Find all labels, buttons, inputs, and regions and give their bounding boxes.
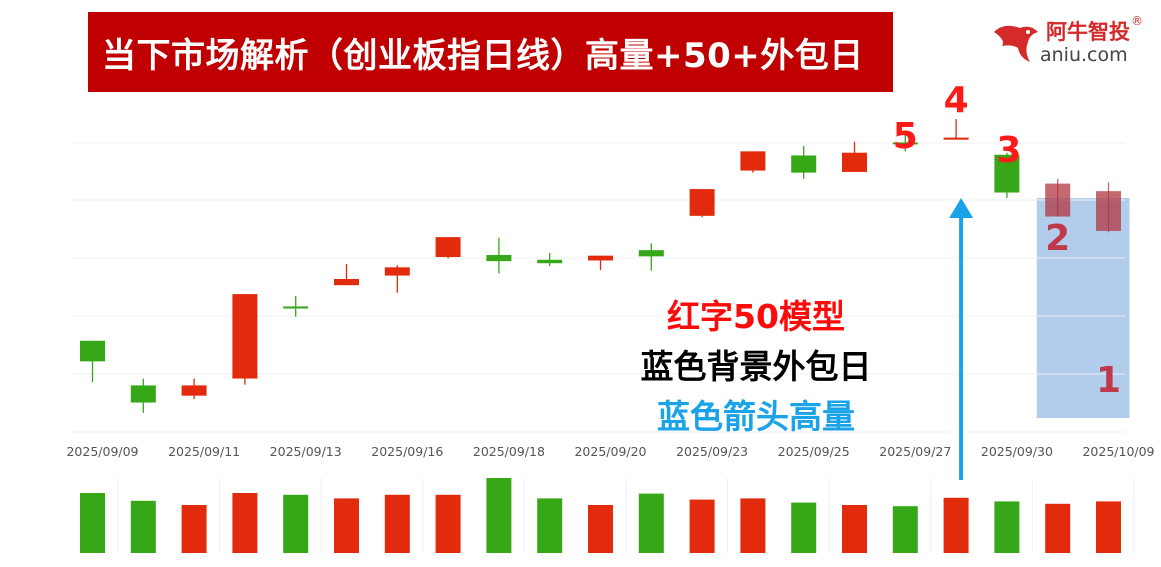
candle-body: [232, 294, 258, 379]
aniu-logo: 阿牛智投 ® aniu.com: [990, 14, 1155, 74]
candle-number-label: 5: [893, 116, 918, 157]
x-tick-label: 2025/09/23: [676, 444, 748, 459]
title-banner: 当下市场解析（创业板指日线）高量+50+外包日: [88, 12, 893, 92]
candle-body: [384, 267, 410, 276]
volume-bar: [1045, 503, 1071, 553]
candle-body: [689, 189, 715, 216]
page-title: 当下市场解析（创业板指日线）高量+50+外包日: [102, 35, 864, 76]
arrow-head-icon: [949, 198, 974, 218]
candle-body: [486, 254, 512, 262]
candle-body: [740, 151, 766, 171]
candle-body: [892, 142, 918, 145]
logo-text-en: aniu.com: [1040, 44, 1128, 66]
candle-body: [791, 155, 817, 173]
x-tick-label: 2025/09/20: [574, 444, 646, 459]
volume-bar: [486, 478, 512, 553]
candle-number-label: 4: [944, 80, 969, 121]
volume-bar: [842, 505, 867, 553]
engulfing-highlight-box: [1036, 198, 1130, 418]
volume-bar: [435, 494, 461, 553]
annotation-red-50-model: 红字50模型: [667, 297, 845, 336]
volume-bar: [334, 498, 359, 553]
x-tick-label: 2025/09/16: [371, 444, 443, 459]
volume-bar: [740, 498, 766, 553]
volume-bar: [1096, 501, 1121, 553]
candle-body: [1096, 191, 1121, 231]
volume-bar: [588, 505, 613, 553]
x-tick-label: 2025/10/09: [1082, 444, 1154, 459]
x-tick-label: 2025/09/30: [981, 444, 1053, 459]
volume-bar: [283, 494, 309, 553]
volume-bar: [892, 506, 918, 553]
logo-text-cn: 阿牛智投: [1046, 20, 1130, 44]
candle-body: [994, 154, 1020, 193]
candle-body: [943, 137, 969, 140]
volume-bar: [181, 505, 207, 553]
candle-body: [435, 237, 461, 258]
annotation-high-volume: 蓝色箭头高量: [657, 397, 855, 436]
candle-body: [842, 152, 867, 172]
candle-body: [283, 306, 309, 309]
bull-logo-icon: [994, 25, 1038, 62]
x-tick-label: 2025/09/09: [66, 444, 138, 459]
candle-body: [638, 250, 664, 257]
candle-body: [334, 279, 359, 286]
x-tick-label: 2025/09/11: [168, 444, 240, 459]
x-tick-label: 2025/09/18: [473, 444, 545, 459]
candle-body: [130, 385, 156, 403]
volume-bar: [537, 498, 563, 553]
candle-body: [181, 385, 207, 396]
candle-body: [80, 340, 105, 362]
volume-bar: [791, 502, 817, 553]
volume-bar: [943, 497, 969, 553]
x-tick-label: 2025/09/13: [270, 444, 342, 459]
candle-body: [537, 259, 563, 264]
x-tick-label: 2025/09/25: [778, 444, 850, 459]
volume-bar: [80, 493, 105, 553]
candle-number-label: 2: [1045, 218, 1070, 259]
x-tick-label: 2025/09/27: [879, 444, 951, 459]
volume-bar: [994, 501, 1020, 553]
candle-body: [588, 255, 613, 261]
volume-bar: [130, 500, 156, 553]
candle-body: [1045, 183, 1071, 217]
annotation-engulfing-day: 蓝色背景外包日: [640, 347, 872, 386]
volume-bar: [689, 499, 715, 553]
volume-bar: [232, 493, 258, 553]
volume-bar: [384, 494, 410, 553]
candle-number-label: 1: [1096, 360, 1121, 401]
registered-mark: ®: [1131, 14, 1143, 28]
volume-bar: [638, 493, 664, 553]
candle-number-label: 3: [996, 130, 1021, 171]
